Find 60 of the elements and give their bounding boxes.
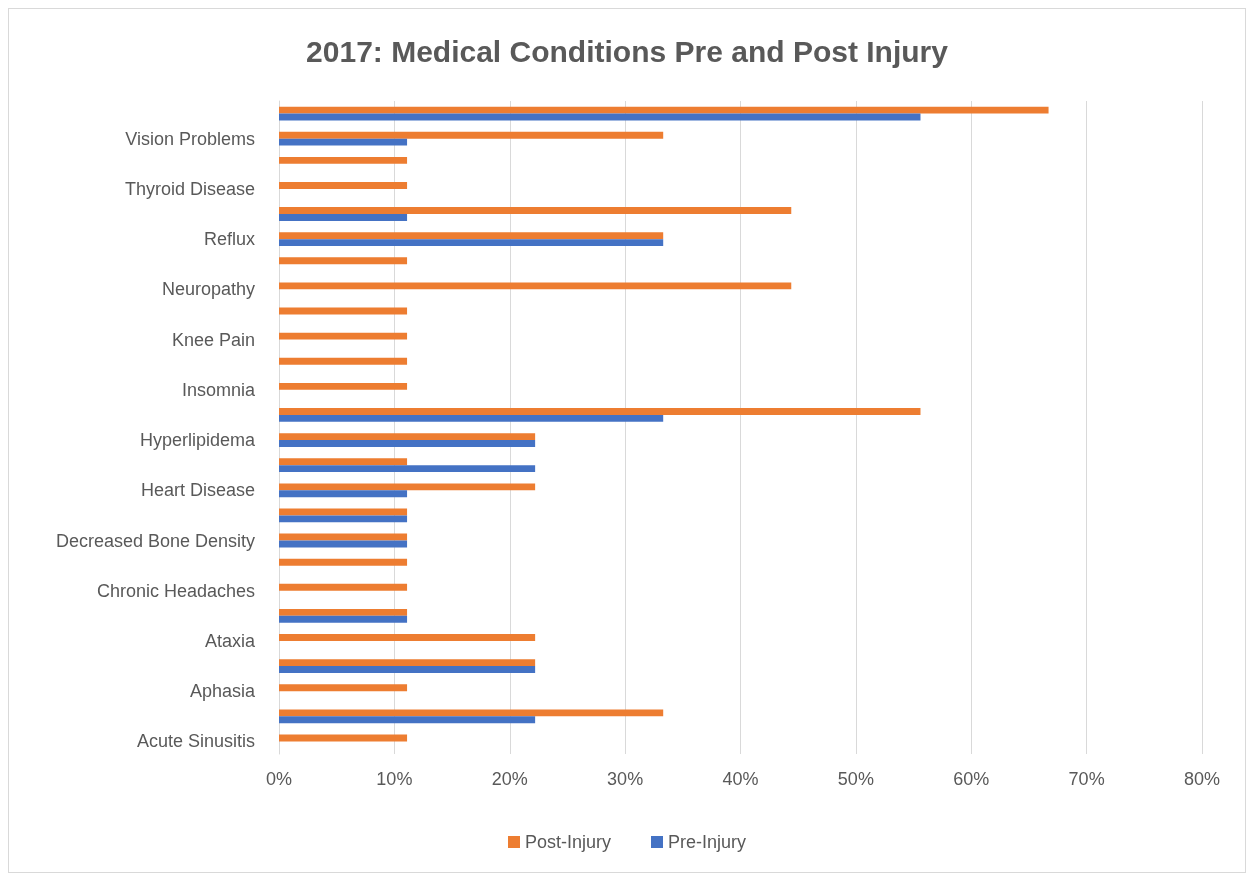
y-tick-label: Hyperlipidema [139, 430, 256, 451]
x-tick-label: 40% [722, 769, 759, 789]
legend-label: Pre-Injury [668, 832, 747, 852]
legend-label: Post-Injury [524, 832, 612, 852]
bar [279, 357, 408, 365]
bar [279, 558, 408, 566]
bar [279, 332, 408, 340]
bar [279, 709, 664, 717]
bar [279, 232, 664, 240]
bar [279, 106, 1049, 114]
bar [279, 433, 536, 441]
bar [279, 131, 664, 139]
y-tick-label: Heart Disease [140, 480, 255, 501]
y-tick-label: Chronic Headaches [96, 580, 255, 601]
bar [279, 282, 792, 290]
chart-title: 2017: Medical Conditions Pre and Post Injury [306, 34, 949, 68]
bar [279, 483, 536, 491]
bar [279, 583, 408, 591]
bar [279, 458, 408, 466]
y-tick-label: Knee Pain [171, 329, 255, 350]
bar [279, 533, 408, 541]
bar [279, 138, 408, 146]
x-tick-label: 0% [265, 769, 293, 789]
y-tick-label: Vision Problems [125, 128, 255, 149]
bar [279, 207, 792, 215]
bar [279, 182, 408, 189]
y-tick-label: Ataxia [204, 630, 256, 651]
bar [279, 508, 408, 516]
bar [279, 440, 536, 447]
bar [279, 716, 536, 724]
x-tick-label: 10% [376, 769, 413, 789]
bar [279, 684, 408, 692]
bar [279, 382, 408, 390]
x-tick-label: 50% [837, 769, 874, 789]
bar [279, 608, 408, 616]
bar [279, 515, 408, 523]
y-tick-label: Acute Sinusitis [136, 731, 255, 752]
bar [279, 634, 536, 641]
bar [279, 666, 536, 673]
bar [279, 615, 408, 623]
y-tick-label: Neuropathy [161, 279, 255, 300]
x-tick-label: 80% [1183, 769, 1221, 789]
bar [279, 214, 408, 221]
x-tick-label: 30% [607, 769, 644, 789]
bar [279, 490, 408, 498]
bar [279, 659, 536, 667]
bar [279, 465, 536, 473]
x-tick-label: 60% [953, 769, 990, 789]
bar [279, 408, 921, 415]
bar [279, 156, 408, 164]
bar [279, 239, 664, 247]
x-tick-label: 70% [1068, 769, 1105, 789]
bar [279, 414, 664, 422]
y-tick-label: Aphasia [189, 681, 256, 702]
y-tick-label: Decreased Bone Density [55, 530, 255, 551]
y-tick-label: Reflux [203, 229, 255, 250]
bar [279, 257, 408, 265]
x-tick-label: 20% [491, 769, 528, 789]
y-tick-label: Thyroid Disease [124, 178, 255, 199]
y-tick-label: Insomnia [181, 379, 256, 400]
